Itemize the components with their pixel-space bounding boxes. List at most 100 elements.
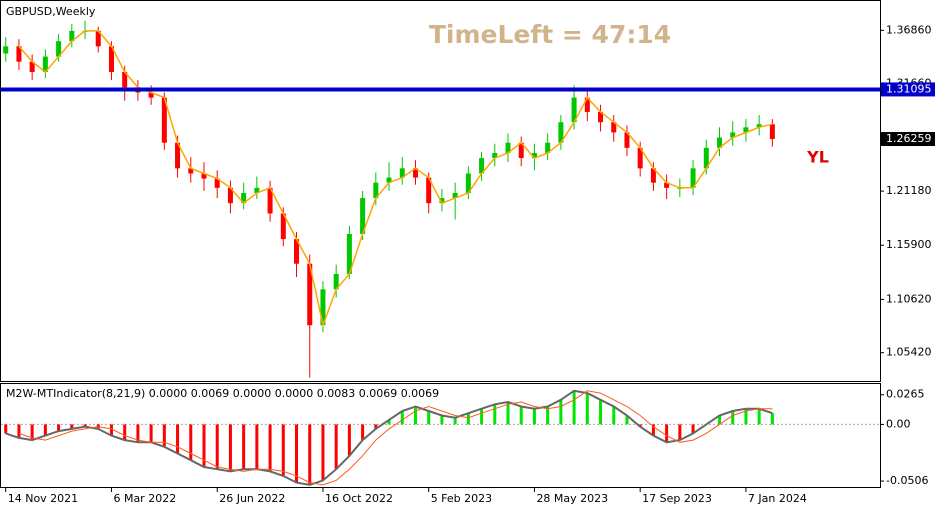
histogram-bar: [757, 408, 761, 425]
histogram-bar: [466, 413, 470, 425]
candle-body: [412, 168, 418, 178]
histogram-bar: [413, 406, 417, 425]
histogram-bar: [361, 424, 365, 441]
candle-body: [360, 198, 366, 234]
signal-line: [18, 390, 773, 486]
candle-body: [56, 41, 62, 57]
histogram-bar: [453, 417, 457, 425]
candle-body: [690, 168, 696, 188]
candle-body: [611, 122, 617, 133]
histogram-bar: [43, 424, 47, 436]
histogram-bar: [202, 424, 206, 467]
candle-body: [3, 46, 9, 54]
histogram-bar: [744, 408, 748, 425]
candle-body: [743, 127, 749, 133]
histogram-bar: [625, 415, 629, 425]
candle-body: [545, 142, 551, 153]
histogram-bar: [321, 424, 325, 481]
histogram-bar: [83, 424, 87, 427]
x-tick-label: 26 Jun 2022: [219, 492, 285, 505]
histogram-bar: [731, 410, 735, 425]
candle-body: [637, 147, 643, 169]
histogram-bar: [691, 424, 695, 434]
histogram-bar: [176, 424, 180, 454]
x-tick-label: 14 Nov 2021: [8, 492, 78, 505]
histogram-bar: [532, 408, 536, 425]
candle-body: [703, 147, 709, 169]
level-label: 1.31095: [886, 82, 932, 95]
histogram-bar: [228, 424, 232, 472]
y-tick-label: 0.0265: [886, 388, 925, 401]
time-left: TimeLeft = 47:14: [429, 20, 671, 49]
x-tick-label: 28 May 2023: [536, 492, 608, 505]
indicator-panel: [0, 383, 881, 488]
candle-body: [16, 46, 22, 62]
histogram-bar: [717, 415, 721, 425]
candle-body: [492, 152, 498, 159]
histogram-bar: [17, 424, 21, 438]
candle-body: [122, 71, 128, 88]
histogram-bar: [123, 424, 127, 441]
candle-body: [267, 187, 273, 214]
candle-body: [307, 263, 313, 326]
candle-body: [465, 173, 471, 193]
histogram-bar: [70, 424, 74, 429]
candle-body: [201, 173, 207, 179]
candle-body: [214, 178, 220, 188]
histogram-bar: [281, 424, 285, 476]
indicator-title: M2W-MTIndicator(8,21,9) 0.0000 0.0069 0.…: [6, 387, 439, 400]
histogram-bar: [387, 419, 391, 425]
histogram-bar: [546, 406, 550, 425]
y-tick-label: 1.10620: [886, 292, 932, 305]
candle-body: [730, 132, 736, 138]
candle-body: [148, 92, 154, 98]
y-tick-label: 1.36860: [886, 23, 932, 36]
level-label-box: [881, 82, 935, 97]
candle-body: [716, 137, 722, 148]
candle-body: [479, 158, 485, 174]
histogram-bar: [612, 406, 616, 425]
histogram-bar: [665, 424, 669, 443]
histogram-bar: [347, 424, 351, 456]
candle-body: [558, 122, 564, 143]
x-tick-label: 16 Oct 2022: [325, 492, 393, 505]
y-tick-label: 1.05420: [886, 346, 932, 359]
x-tick-label: 17 Sep 2023: [642, 492, 712, 505]
candle-body: [241, 192, 247, 204]
signal-marker: YL: [806, 148, 829, 167]
y-tick-label: 0.00: [886, 417, 911, 430]
candle-body: [584, 97, 590, 112]
candle-body: [373, 182, 379, 199]
histogram-bar: [109, 424, 113, 436]
histogram-outline: [5, 389, 773, 486]
histogram-bar: [506, 402, 510, 425]
histogram-bar: [400, 410, 404, 425]
candle-body: [42, 56, 48, 72]
histogram-bar: [30, 424, 34, 441]
candle-body: [280, 213, 286, 240]
candle-body: [571, 97, 577, 123]
candle-body: [452, 192, 458, 199]
histogram-bar: [295, 424, 299, 483]
histogram-bar: [374, 424, 378, 429]
histogram-bar: [559, 399, 563, 425]
y-tick-label: 1.15900: [886, 238, 932, 251]
main-panel: [0, 0, 881, 382]
candle-body: [386, 177, 392, 183]
histogram-bar: [136, 424, 140, 443]
histogram-bar: [4, 424, 8, 434]
histogram-bar: [242, 424, 246, 470]
histogram-bar: [572, 390, 576, 425]
y-tick-label: 1.21180: [886, 184, 932, 197]
candle-body: [294, 239, 300, 264]
histogram-bar: [493, 404, 497, 425]
candle-body: [399, 168, 405, 178]
histogram-bar: [678, 424, 682, 441]
x-tick-label: 6 Mar 2022: [113, 492, 176, 505]
price-label: 1.26259: [886, 132, 932, 145]
histogram-bar: [519, 406, 523, 425]
histogram-bar: [308, 424, 312, 485]
histogram-bar: [162, 424, 166, 447]
candle-body: [531, 152, 537, 159]
